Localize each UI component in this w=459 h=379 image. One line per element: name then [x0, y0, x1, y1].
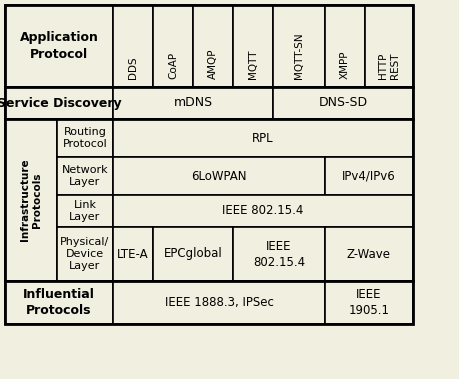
- Text: Physical/
Device
Layer: Physical/ Device Layer: [60, 236, 109, 271]
- Bar: [233, 5, 272, 87]
- Bar: [113, 5, 153, 87]
- Bar: [5, 5, 412, 324]
- Text: Infrastructure
Protocols: Infrastructure Protocols: [20, 159, 42, 241]
- Bar: [153, 5, 193, 87]
- Bar: [153, 227, 233, 281]
- Text: Application
Protocol: Application Protocol: [20, 31, 98, 61]
- Bar: [57, 227, 113, 281]
- Bar: [113, 227, 153, 281]
- Bar: [5, 5, 113, 87]
- Text: MQTT-SN: MQTT-SN: [293, 32, 303, 79]
- Text: IEEE 1888.3, IPSec: IEEE 1888.3, IPSec: [164, 296, 273, 309]
- Text: HTTP
REST: HTTP REST: [377, 53, 399, 79]
- Text: XMPP: XMPP: [339, 50, 349, 79]
- Text: IEEE 802.15.4: IEEE 802.15.4: [222, 205, 303, 218]
- Bar: [5, 87, 113, 119]
- Text: CoAP: CoAP: [168, 52, 178, 79]
- Text: Network
Layer: Network Layer: [62, 165, 108, 187]
- Bar: [57, 157, 113, 195]
- Text: EPCglobal: EPCglobal: [163, 247, 222, 260]
- Text: Influential
Protocols: Influential Protocols: [23, 288, 95, 317]
- Text: Link
Layer: Link Layer: [69, 200, 101, 222]
- Bar: [325, 157, 412, 195]
- Bar: [113, 87, 272, 119]
- Bar: [113, 281, 325, 324]
- Text: mDNS: mDNS: [173, 97, 212, 110]
- Bar: [113, 157, 325, 195]
- Bar: [5, 119, 57, 281]
- Text: DNS-SD: DNS-SD: [318, 97, 367, 110]
- Text: MQTT: MQTT: [247, 50, 257, 79]
- Text: 6LoWPAN: 6LoWPAN: [191, 169, 246, 183]
- Bar: [233, 227, 325, 281]
- Text: IPv4/IPv6: IPv4/IPv6: [341, 169, 395, 183]
- Bar: [113, 119, 412, 157]
- Bar: [57, 119, 113, 157]
- Bar: [272, 5, 325, 87]
- Bar: [325, 5, 364, 87]
- Text: IEEE
802.15.4: IEEE 802.15.4: [252, 240, 304, 268]
- Bar: [113, 195, 412, 227]
- Text: AMQP: AMQP: [207, 49, 218, 79]
- Bar: [5, 281, 113, 324]
- Bar: [57, 195, 113, 227]
- Bar: [193, 5, 233, 87]
- Text: RPL: RPL: [252, 132, 273, 144]
- Text: Routing
Protocol: Routing Protocol: [62, 127, 107, 149]
- Text: IEEE
1905.1: IEEE 1905.1: [348, 288, 389, 317]
- Text: Service Discovery: Service Discovery: [0, 97, 121, 110]
- Bar: [272, 87, 412, 119]
- Bar: [364, 5, 412, 87]
- Text: LTE-A: LTE-A: [117, 247, 149, 260]
- Bar: [325, 227, 412, 281]
- Bar: [325, 281, 412, 324]
- Text: Z-Wave: Z-Wave: [346, 247, 390, 260]
- Text: DDS: DDS: [128, 56, 138, 79]
